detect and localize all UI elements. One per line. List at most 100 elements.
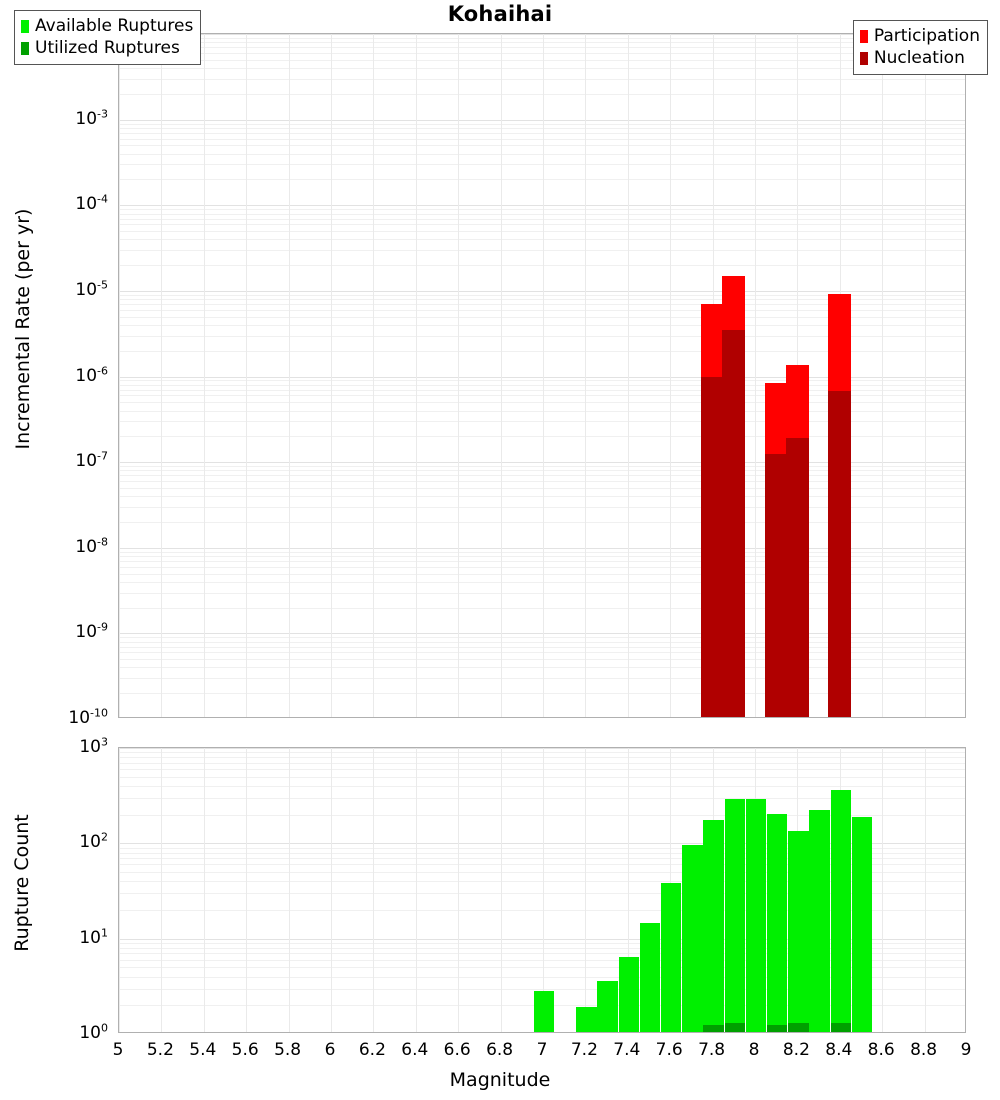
available-ruptures-bar — [851, 816, 873, 1032]
grid-line — [119, 547, 965, 549]
x-axis-tick-label: 8 — [748, 1040, 760, 1060]
grid-line — [119, 123, 965, 125]
grid-line — [119, 943, 965, 945]
utilized-ruptures-bar — [766, 1024, 788, 1032]
grid-line — [119, 436, 965, 438]
grid-line — [119, 947, 965, 949]
grid-line — [119, 637, 965, 639]
x-axis-tick-label: 8.8 — [910, 1040, 938, 1060]
grid-line — [119, 843, 965, 845]
grid-line-vertical — [500, 748, 502, 1032]
available-ruptures-bar — [830, 790, 852, 1032]
grid-line — [119, 881, 965, 883]
available-ruptures-bar — [639, 923, 661, 1032]
grid-line — [119, 213, 965, 215]
x-axis-tick-label: 5.2 — [146, 1040, 174, 1060]
grid-line-vertical — [161, 748, 163, 1032]
grid-line — [119, 909, 965, 911]
grid-line — [119, 164, 965, 166]
bottom-panel-y-axis-label: Rupture Count — [11, 814, 33, 952]
top-legend-row: Participation — [859, 25, 980, 47]
grid-line — [119, 769, 965, 771]
grid-line-vertical — [203, 34, 205, 717]
grid-line — [119, 573, 965, 575]
x-axis-tick-label: 5.6 — [231, 1040, 259, 1060]
utilized-ruptures-bar — [703, 1024, 724, 1032]
available-ruptures-bar — [597, 980, 618, 1032]
grid-line-vertical — [288, 748, 290, 1032]
grid-line-vertical — [119, 34, 120, 717]
top-panel-y-axis-label: Incremental Rate (per yr) — [12, 208, 34, 450]
legend-label: Nucleation — [873, 47, 965, 68]
grid-line — [119, 395, 965, 397]
grid-line-vertical — [670, 34, 672, 717]
nucleation-bar — [828, 390, 852, 717]
top-legend-row: Nucleation — [859, 47, 980, 69]
grid-line — [119, 52, 965, 54]
x-axis-label: Magnitude — [449, 1069, 551, 1091]
grid-line — [119, 316, 965, 318]
grid-line-vertical — [288, 34, 290, 717]
grid-line — [119, 380, 965, 382]
grid-line-vertical — [585, 748, 587, 1032]
grid-line — [119, 667, 965, 669]
grid-line — [119, 762, 965, 764]
grid-line — [119, 581, 965, 583]
nucleation-bar — [701, 376, 725, 717]
available-ruptures-bar — [788, 830, 809, 1032]
grid-line — [119, 551, 965, 553]
x-axis-tick-label: 5 — [112, 1040, 124, 1060]
grid-line — [119, 239, 965, 241]
y-axis-tick-label: 102 — [79, 830, 108, 853]
grid-line — [119, 304, 965, 306]
y-axis-tick-label: 100 — [79, 1021, 108, 1043]
grid-line — [119, 402, 965, 404]
grid-line-vertical — [246, 748, 248, 1032]
chart-title: Kohaihai — [447, 2, 553, 26]
grid-line — [119, 290, 965, 292]
grid-line — [119, 127, 965, 129]
grid-line-vertical — [415, 748, 417, 1032]
legend-label: Participation — [873, 25, 980, 46]
grid-line — [119, 678, 965, 680]
grid-line — [119, 205, 965, 207]
grid-line — [119, 659, 965, 661]
grid-line — [119, 785, 965, 787]
grid-line — [119, 42, 965, 44]
grid-line — [119, 858, 965, 860]
grid-line — [119, 384, 965, 386]
grid-line-vertical — [924, 748, 926, 1032]
grid-line — [119, 481, 965, 483]
x-axis-tick-label: 5.8 — [274, 1040, 302, 1060]
y-axis-tick-label: 10-10 — [68, 706, 108, 728]
legend-label: Utilized Ruptures — [35, 37, 180, 58]
grid-line — [119, 470, 965, 472]
x-axis-tick-label: 7.4 — [613, 1040, 641, 1060]
grid-line — [119, 421, 965, 423]
grid-line-vertical — [373, 34, 375, 717]
grid-line — [119, 389, 965, 391]
grid-line — [119, 967, 965, 969]
grid-line — [119, 475, 965, 477]
grid-line-vertical — [331, 748, 332, 1032]
grid-line — [119, 335, 965, 337]
grid-line — [119, 47, 965, 49]
x-axis-tick-label: 6.8 — [486, 1040, 514, 1060]
grid-line — [119, 265, 965, 267]
grid-line — [119, 561, 965, 562]
top-panel-legend: Participation Nucleation — [852, 20, 988, 75]
utilized-ruptures-bar — [788, 1023, 809, 1032]
y-axis-tick-label: 10-3 — [75, 106, 108, 129]
grid-line — [119, 757, 965, 759]
grid-line-vertical — [246, 34, 248, 717]
grid-line — [119, 988, 965, 990]
x-axis-tick-label: 6.6 — [443, 1040, 471, 1060]
utilized-ruptures-bar — [724, 1023, 746, 1032]
grid-line-vertical — [203, 748, 205, 1032]
available-ruptures-bar — [533, 991, 555, 1032]
grid-line — [119, 506, 965, 508]
available-ruptures-bar — [745, 799, 767, 1032]
available-ruptures-bar — [703, 820, 724, 1032]
x-axis-tick-label: 5.4 — [189, 1040, 217, 1060]
grid-line — [119, 487, 965, 489]
